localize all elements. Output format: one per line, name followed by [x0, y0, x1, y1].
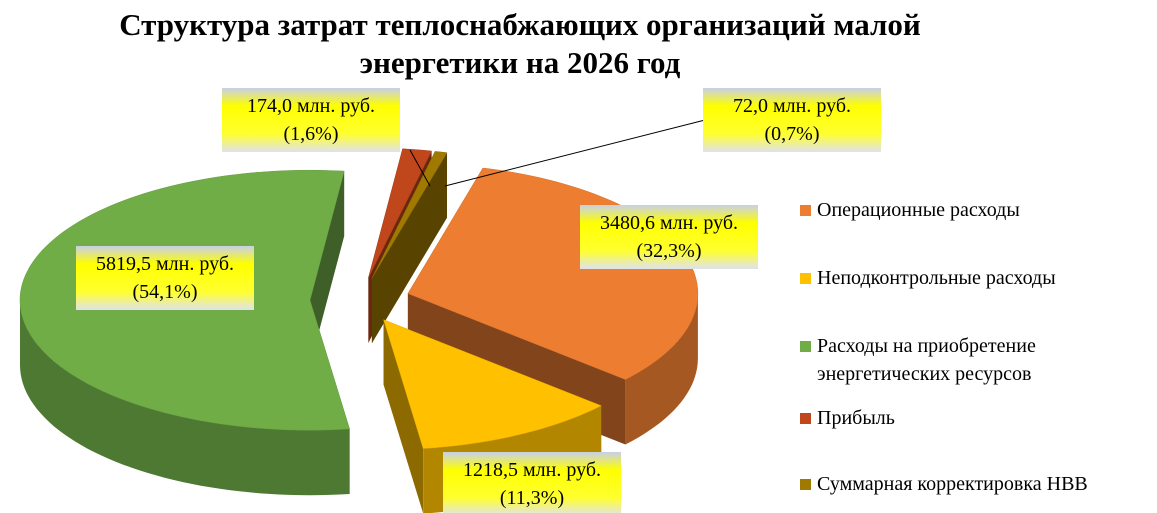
data-label-percent: (54,1%) [132, 281, 198, 303]
legend-label: Прибыль [817, 407, 895, 429]
data-label: 3480,6 млн. руб. (32,3%) [580, 205, 758, 269]
chart-title: Структура затрат теплоснабжающих организ… [119, 7, 921, 80]
legend-swatch [800, 479, 811, 490]
data-label: 1218,5 млн. руб. (11,3%) [443, 452, 621, 513]
slice-side [625, 293, 698, 445]
leader-line [444, 119, 706, 187]
data-label-percent: (32,3%) [636, 240, 702, 262]
slice [368, 148, 432, 279]
slice-wall [383, 319, 424, 513]
legend-item: Расходы на приобретение энергетических р… [800, 332, 1140, 388]
legend-label: Расходы на приобретение энергетических р… [817, 335, 1036, 385]
legend-swatch [800, 341, 811, 352]
legend-swatch [800, 273, 811, 284]
slice [383, 319, 602, 449]
legend-item: Неподконтрольные расходы [800, 264, 1140, 292]
data-label-value: 72,0 млн. руб. [733, 95, 851, 117]
legend-label: Неподконтрольные расходы [817, 267, 1056, 289]
legend-swatch [800, 205, 811, 216]
legend-item: Суммарная корректировка НВВ [800, 470, 1140, 498]
legend-label: Суммарная корректировка НВВ [817, 473, 1088, 495]
legend-swatch [800, 413, 811, 424]
data-label-value: 174,0 млн. руб. [247, 95, 375, 117]
slice-wall [310, 171, 345, 366]
data-label-value: 3480,6 млн. руб. [600, 212, 738, 234]
data-label-percent: (11,3%) [499, 487, 565, 509]
legend-label: Операционные расходы [817, 199, 1020, 221]
data-label: 5819,5 млн. руб. (54,1%) [76, 246, 254, 310]
data-label-value: 1218,5 млн. руб. [463, 459, 601, 481]
slice-side [20, 300, 350, 496]
data-label-percent: (1,6%) [283, 123, 339, 145]
legend-item: Прибыль [800, 404, 1140, 432]
data-label-percent: (0,7%) [764, 123, 820, 145]
data-label-value: 5819,5 млн. руб. [96, 253, 234, 275]
data-label: 72,0 млн. руб. (0,7%) [703, 88, 881, 152]
slice-wall [371, 152, 447, 344]
legend-item: Операционные расходы [800, 196, 1140, 224]
data-label: 174,0 млн. руб. (1,6%) [222, 88, 400, 152]
leader-line [409, 149, 431, 187]
